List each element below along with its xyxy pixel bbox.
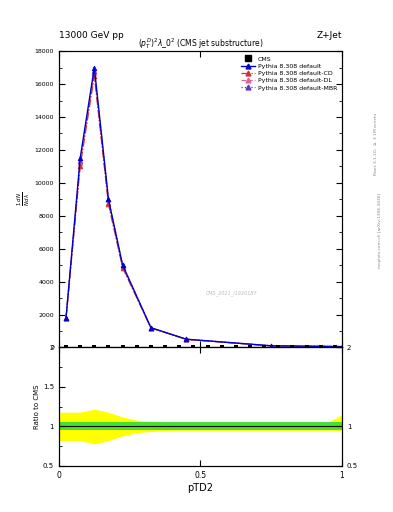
Point — [91, 344, 97, 352]
Point — [318, 344, 324, 352]
Point — [289, 344, 296, 352]
Point — [148, 344, 154, 352]
Point — [119, 344, 126, 352]
Point — [261, 344, 267, 352]
Point — [176, 344, 182, 352]
Title: $(p_T^D)^2\lambda\_0^2$ (CMS jet substructure): $(p_T^D)^2\lambda\_0^2$ (CMS jet substru… — [138, 36, 263, 51]
Point — [219, 344, 225, 352]
Text: Z+Jet: Z+Jet — [316, 31, 342, 40]
Point — [204, 344, 211, 352]
Point — [233, 344, 239, 352]
Text: Rivet 3.1.10, $\geq$ 3.1M events: Rivet 3.1.10, $\geq$ 3.1M events — [372, 111, 379, 176]
Point — [162, 344, 168, 352]
Y-axis label: Ratio to CMS: Ratio to CMS — [34, 385, 40, 429]
Point — [332, 344, 338, 352]
Point — [105, 344, 112, 352]
X-axis label: pTD2: pTD2 — [187, 482, 213, 493]
Point — [190, 344, 196, 352]
Point — [77, 344, 83, 352]
Point — [247, 344, 253, 352]
Legend: CMS, Pythia 8.308 default, Pythia 8.308 default-CD, Pythia 8.308 default-DL, Pyt: CMS, Pythia 8.308 default, Pythia 8.308 … — [239, 54, 339, 93]
Point — [303, 344, 310, 352]
Point — [134, 344, 140, 352]
Text: CMS_2021_I1920187: CMS_2021_I1920187 — [206, 290, 258, 296]
Point — [275, 344, 281, 352]
Y-axis label: $\frac{1}{N}\frac{dN}{d\lambda}$: $\frac{1}{N}\frac{dN}{d\lambda}$ — [16, 192, 32, 206]
Point — [63, 344, 69, 352]
Text: mcplots.cern.ch [arXiv:1306.3436]: mcplots.cern.ch [arXiv:1306.3436] — [378, 193, 382, 268]
Text: 13000 GeV pp: 13000 GeV pp — [59, 31, 124, 40]
